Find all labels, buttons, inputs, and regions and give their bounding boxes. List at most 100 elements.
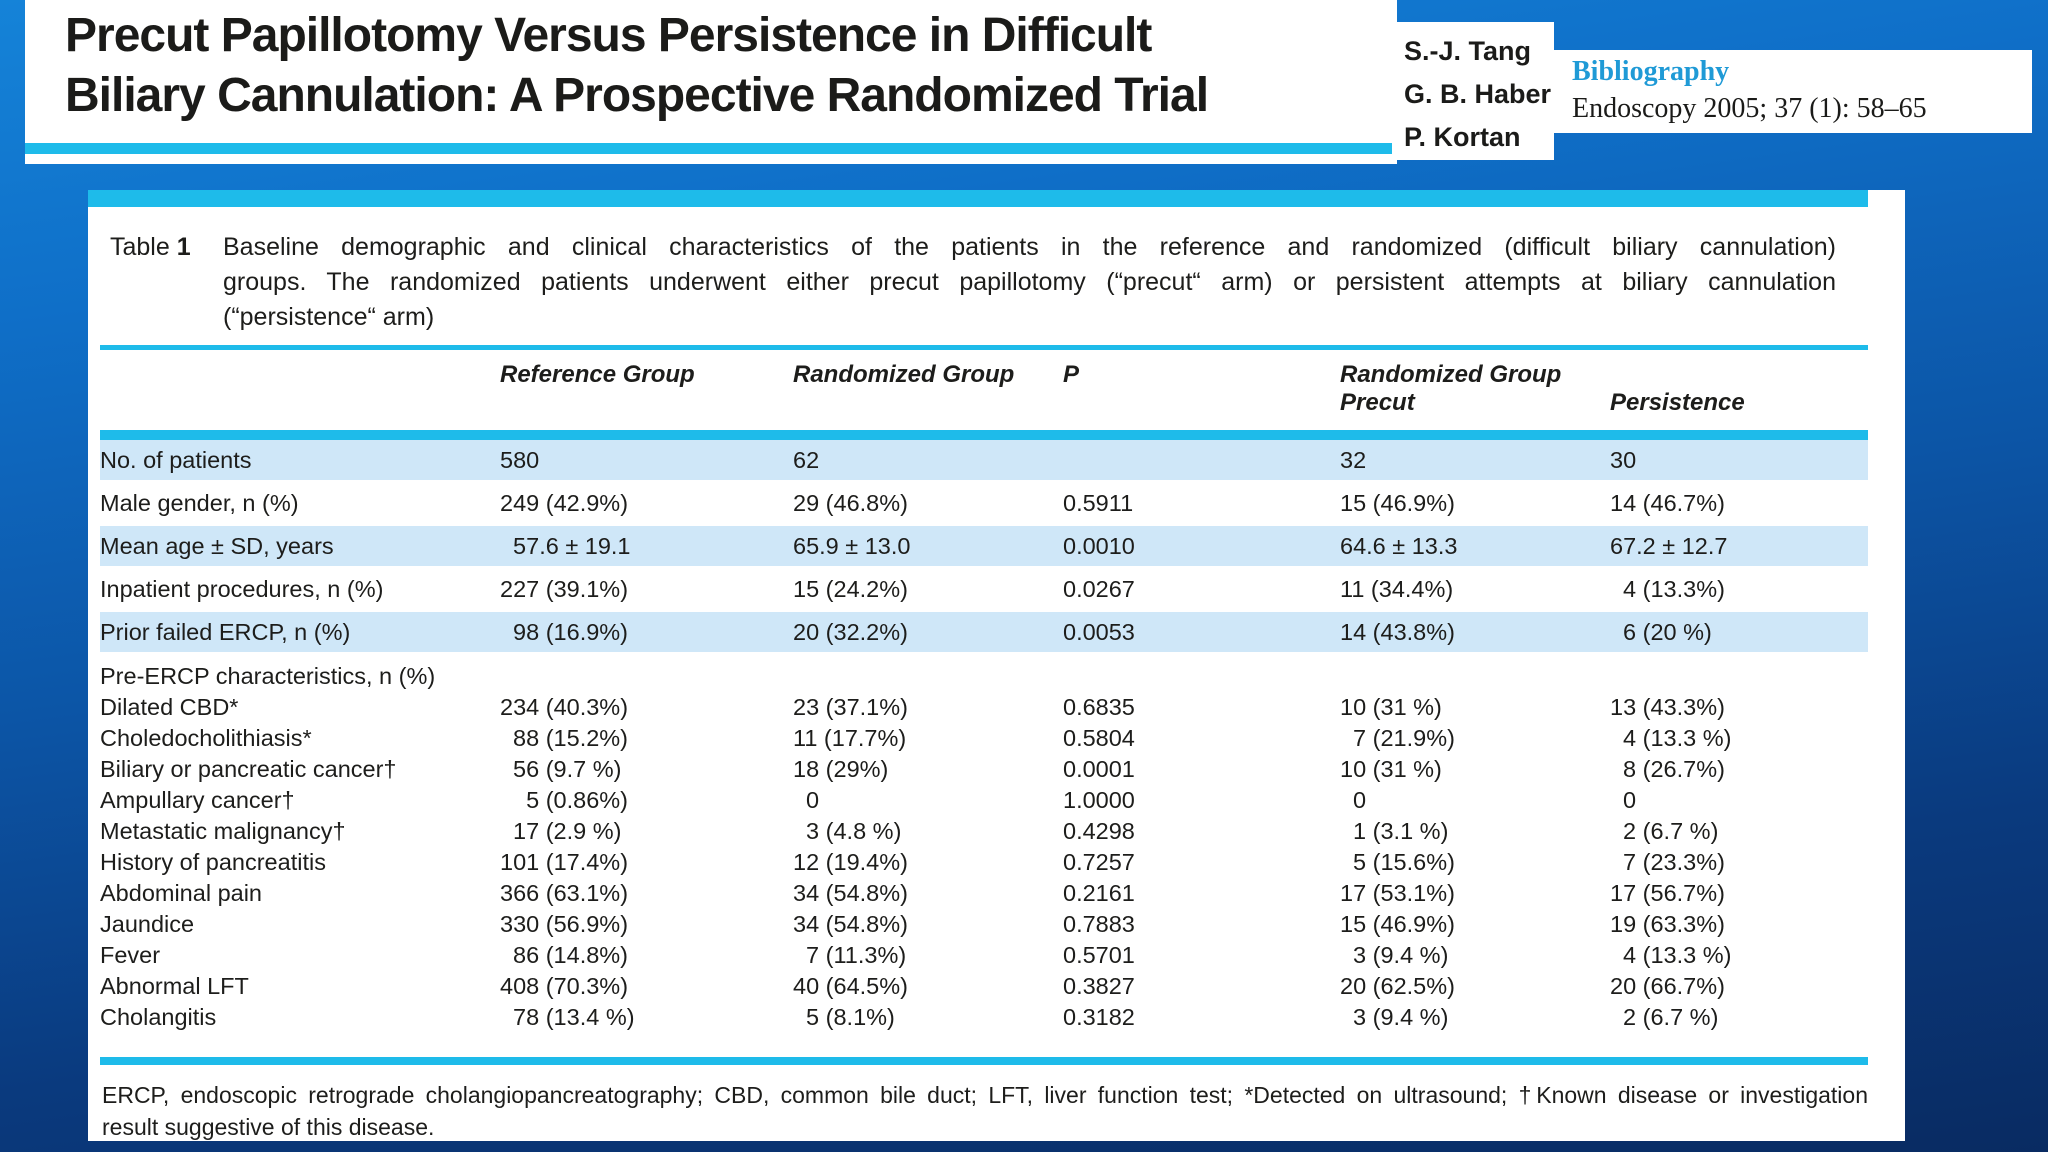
row-label: No. of patients [100,433,500,483]
table-card: Table 1 Baseline demographic and clinica… [88,190,1905,1141]
cell-randomized: 12 (19.4%) [793,849,908,875]
table-row: Fever 86 (14.8%) 7 (11.3%) 0.5701 3 (9.4… [100,940,1868,971]
cell-reference: 57.6 ± 19.1 [500,523,793,569]
col-header-reference-group: Reference Group [500,345,793,388]
cell-reference: 249 (42.9%) [500,490,629,516]
cell-p: 0.6835 [1063,694,1135,720]
cell-reference [500,654,793,692]
cell-persistence: 6 (20 %) [1610,609,1868,655]
col-header-p-value: P [1063,345,1340,388]
table-row: Jaundice 330 (56.9%) 34 (54.8%) 0.7883 1… [100,909,1868,940]
table-row: Abdominal pain 366 (63.1%) 34 (54.8%) 0.… [100,878,1868,909]
cell-reference: 88 (15.2%) [500,725,629,751]
caption-line: groups. The randomized patients underwen… [223,268,1836,296]
cell-randomized: 40 (64.5%) [793,973,908,999]
table-row: No. of patients 580 62 32 30 [100,433,1868,483]
cell-randomized: 34 (54.8%) [793,911,908,937]
cell-p: 0.3182 [1063,1004,1135,1030]
cell-reference: 234 (40.3%) [500,694,629,720]
row-label: Abdominal pain [100,880,262,906]
cell-randomized: 20 (32.2%) [793,609,1063,655]
cell-reference: 78 (13.4 %) [500,1004,635,1030]
bibliography-label: Bibliography [1572,56,1730,87]
table-row: Metastatic malignancy† 17 (2.9 %) 3 (4.8… [100,816,1868,847]
row-label: Biliary or pancreatic cancer† [100,756,397,782]
row-label: Inpatient procedures, n (%) [100,576,384,602]
cell-persistence: 19 (63.3%) [1610,911,1725,937]
cell-reference: 56 (9.7 %) [500,756,622,782]
table-header: Reference Group Randomized Group P Rando… [100,345,1868,440]
cell-p: 1.0000 [1063,787,1135,813]
authors-box: S.-J. Tang G. B. Haber P. Kortan [1392,22,1554,160]
cell-precut: 7 (21.9%) [1340,725,1455,751]
cell-reference: 408 (70.3%) [500,973,629,999]
caption-text: Baseline demographic and clinical charac… [223,230,1836,335]
card-top-rule [88,190,1868,207]
table-row: Cholangitis 78 (13.4 %) 5 (8.1%) 0.3182 … [100,1002,1868,1033]
col-header-randomized-subgroup: Randomized Group [1340,345,1868,388]
title-underline-rule [25,143,1397,154]
table-row: Pre-ERCP characteristics, n (%) [100,654,1868,692]
title-line-1: Precut Papillotomy Versus Persistence in… [65,9,1152,62]
row-label: Male gender, n (%) [100,490,299,516]
cell-persistence: 20 (66.7%) [1610,973,1725,999]
cell-randomized: 65.9 ± 13.0 [793,523,1063,569]
cell-precut [1340,654,1610,692]
row-label: Mean age ± SD, years [100,523,500,569]
row-label: Choledocholithiasis* [100,725,312,751]
table-body: No. of patients 580 62 32 30 Male gender… [100,433,1868,1033]
cell-randomized [793,654,1063,692]
header-blank [100,388,500,440]
cell-persistence: 2 (6.7 %) [1610,818,1719,844]
table-row: Prior failed ERCP, n (%) 98 (16.9%) 20 (… [100,609,1868,655]
cell-p: 0.7257 [1063,849,1135,875]
cell-p: 0.5804 [1063,725,1135,751]
cell-persistence: 30 [1610,433,1868,483]
cell-randomized: 5 (8.1%) [793,1004,895,1030]
cell-persistence: 67.2 ± 12.7 [1610,523,1868,569]
cell-precut: 20 (62.5%) [1340,973,1455,999]
col-header-precut: Precut [1340,388,1610,440]
cell-p: 0.5701 [1063,942,1135,968]
caption-word: Table [110,233,170,261]
header-blank [1063,388,1340,440]
cell-randomized: 3 (4.8 %) [793,818,902,844]
table-row: Biliary or pancreatic cancer† 56 (9.7 %)… [100,754,1868,785]
cell-randomized: 0 [793,787,820,813]
col-header-randomized-group: Randomized Group [793,345,1063,388]
header-blank [793,388,1063,440]
table-row: Mean age ± SD, years 57.6 ± 19.1 65.9 ± … [100,523,1868,569]
caption-line: (“persistence“ arm) [223,303,435,331]
table-row: Dilated CBD* 234 (40.3%) 23 (37.1%) 0.68… [100,692,1868,723]
cell-precut: 15 (46.9%) [1340,490,1455,516]
cell-precut: 14 (43.8%) [1340,609,1610,655]
cell-precut: 3 (9.4 %) [1340,942,1449,968]
caption-line: Baseline demographic and clinical charac… [223,233,1836,261]
table-row: Inpatient procedures, n (%) 227 (39.1%) … [100,568,1868,611]
cell-p: 0.2161 [1063,880,1135,906]
table-row: Ampullary cancer† 5 (0.86%) 0 1.0000 0 0 [100,785,1868,816]
header-blank [500,388,793,440]
cell-persistence: 4 (13.3 %) [1610,942,1732,968]
cell-p: 0.4298 [1063,818,1135,844]
header-blank [100,345,500,388]
col-header-persistence: Persistence [1610,388,1868,440]
row-label: Prior failed ERCP, n (%) [100,609,500,655]
cell-p: 0.0001 [1063,756,1135,782]
cell-persistence: 7 (23.3%) [1610,849,1725,875]
footnote-line: result suggestive of this disease. [102,1113,435,1140]
baseline-characteristics-table: Reference Group Randomized Group P Rando… [100,345,1868,1033]
row-label: Pre-ERCP characteristics, n (%) [100,663,436,689]
table-footnote: ERCP, endoscopic retrograde cholangiopan… [102,1079,1868,1143]
caption-label: Table 1 [110,230,223,335]
author-name: S.-J. Tang [1404,36,1532,66]
footnote-line: ERCP, endoscopic retrograde cholangiopan… [102,1081,1868,1108]
cell-randomized: 11 (17.7%) [793,725,907,751]
cell-p: 0.0267 [1063,576,1135,602]
row-label: Fever [100,942,161,968]
cell-reference: 366 (63.1%) [500,880,629,906]
cell-reference: 17 (2.9 %) [500,818,622,844]
title-line-2: Biliary Cannulation: A Prospective Rando… [65,69,1209,122]
cell-persistence: 4 (13.3 %) [1610,725,1732,751]
cell-precut: 0 [1340,787,1367,813]
